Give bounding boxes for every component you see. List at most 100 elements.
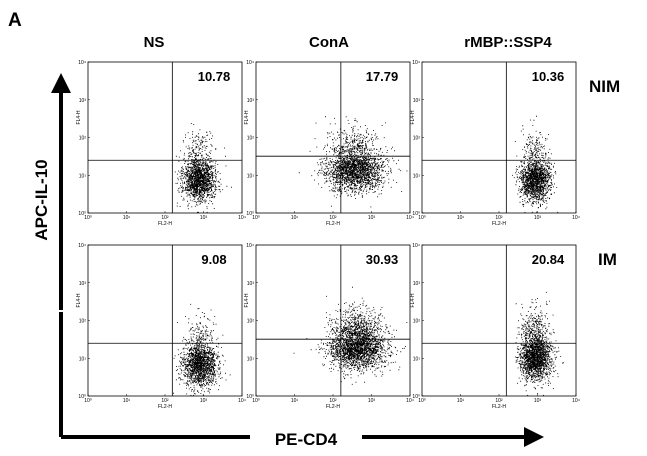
y-tick-label: 10⁴: [246, 60, 254, 66]
column-label-ns: NS: [144, 34, 165, 51]
x-tick-label: 10³: [534, 215, 542, 221]
x-axis-label: FL2-H: [326, 221, 340, 227]
x-tick-label: 10²: [329, 215, 337, 221]
x-tick-label: 10⁴: [238, 215, 246, 221]
scatter-points: [173, 303, 231, 396]
x-tick-label: 10³: [368, 398, 376, 404]
x-tick-label: 10³: [534, 398, 542, 404]
x-tick-label: 10⁰: [252, 215, 260, 221]
y-axis-label: FL4-H: [244, 110, 250, 124]
x-tick-label: 10⁰: [84, 215, 92, 221]
x-tick-label: 10⁰: [418, 215, 426, 221]
x-tick-label: 10⁴: [406, 398, 414, 404]
x-tick-label: 10⁴: [238, 398, 246, 404]
y-tick-label: 10³: [247, 98, 255, 104]
y-tick-label: 10⁰: [78, 394, 86, 400]
upper-right-percent-label: 9.08: [201, 252, 226, 267]
y-tick-label: 10⁴: [78, 60, 86, 66]
y-tick-label: 10¹: [79, 173, 87, 179]
y-tick-label: 10²: [413, 319, 421, 325]
x-tick-label: 10³: [200, 398, 208, 404]
plot-frame: [255, 61, 411, 214]
x-tick-label: 10¹: [457, 398, 465, 404]
y-tick-label: 10¹: [247, 173, 255, 179]
y-tick-label: 10⁰: [78, 211, 86, 217]
scatter-plot-grid: 10⁰10⁰10¹10¹10²10²10³10³10⁴10⁴FL2-HFL4-H…: [76, 60, 580, 410]
y-tick-label: 10⁰: [412, 211, 420, 217]
plot-frame: [421, 244, 577, 397]
x-axis-label: FL2-H: [326, 404, 340, 410]
x-tick-label: 10³: [368, 215, 376, 221]
plot-frame: [87, 244, 243, 397]
x-tick-label: 10⁴: [406, 215, 414, 221]
x-tick-label: 10²: [161, 215, 169, 221]
x-tick-label: 10⁰: [418, 398, 426, 404]
y-axis-label: FL4-H: [76, 110, 82, 124]
x-tick-label: 10⁴: [572, 215, 580, 221]
y-tick-label: 10³: [79, 98, 87, 104]
y-tick-label: 10²: [79, 136, 87, 142]
y-tick-label: 10¹: [413, 356, 421, 362]
y-tick-label: 10⁰: [412, 394, 420, 400]
y-axis-label: FL4-H: [410, 110, 416, 124]
x-tick-label: 10²: [495, 215, 503, 221]
y-tick-label: 10¹: [79, 356, 87, 362]
x-tick-label: 10²: [329, 398, 337, 404]
y-tick-label: 10⁴: [246, 243, 254, 249]
x-tick-label: 10²: [495, 398, 503, 404]
upper-right-percent-label: 20.84: [532, 252, 565, 267]
scatter-points: [293, 286, 408, 385]
y-tick-label: 10³: [79, 281, 87, 287]
y-axis-label: FL4-H: [410, 293, 416, 307]
column-label-rmbp-ssp4: rMBP::SSP4: [464, 34, 552, 51]
y-tick-label: 10¹: [247, 356, 255, 362]
y-tick-label: 10⁰: [246, 394, 254, 400]
plot-frame: [421, 61, 577, 214]
panel-letter: A: [8, 10, 22, 31]
scatter-points: [514, 291, 564, 396]
y-tick-label: 10²: [247, 136, 255, 142]
y-tick-label: 10⁴: [78, 243, 86, 249]
plot-frame: [87, 61, 243, 214]
x-axis-label: FL2-H: [492, 221, 506, 227]
y-axis-label: FL4-H: [244, 293, 250, 307]
y-tick-label: 10²: [413, 136, 421, 142]
row-label-im: IM: [598, 250, 617, 269]
y-axis-title: APC-IL-10: [32, 159, 51, 240]
upper-right-percent-label: 10.36: [532, 69, 565, 84]
x-tick-label: 10⁰: [84, 398, 92, 404]
scatter-points: [512, 115, 559, 213]
y-tick-label: 10³: [247, 281, 255, 287]
x-tick-label: 10¹: [457, 215, 465, 221]
y-tick-label: 10³: [413, 98, 421, 104]
plot-frame: [255, 244, 411, 397]
y-tick-label: 10²: [247, 319, 255, 325]
y-tick-label: 10⁴: [412, 60, 420, 66]
y-axis-label: FL4-H: [76, 293, 82, 307]
y-tick-label: 10⁰: [246, 211, 254, 217]
x-tick-label: 10¹: [123, 215, 131, 221]
y-tick-label: 10²: [79, 319, 87, 325]
y-tick-label: 10⁴: [412, 243, 420, 249]
x-tick-label: 10²: [161, 398, 169, 404]
upper-right-percent-label: 30.93: [366, 252, 399, 267]
upper-right-percent-label: 17.79: [366, 69, 399, 84]
x-axis-label: FL2-H: [158, 404, 172, 410]
x-tick-label: 10⁴: [572, 398, 580, 404]
x-tick-label: 10¹: [291, 398, 299, 404]
y-tick-label: 10¹: [413, 173, 421, 179]
scatter-points: [174, 123, 232, 213]
scatter-points: [298, 116, 408, 208]
x-tick-label: 10¹: [123, 398, 131, 404]
row-label-nim: NIM: [589, 77, 620, 96]
x-tick-label: 10³: [200, 215, 208, 221]
x-axis-title: PE-CD4: [275, 430, 338, 449]
x-tick-label: 10⁰: [252, 398, 260, 404]
